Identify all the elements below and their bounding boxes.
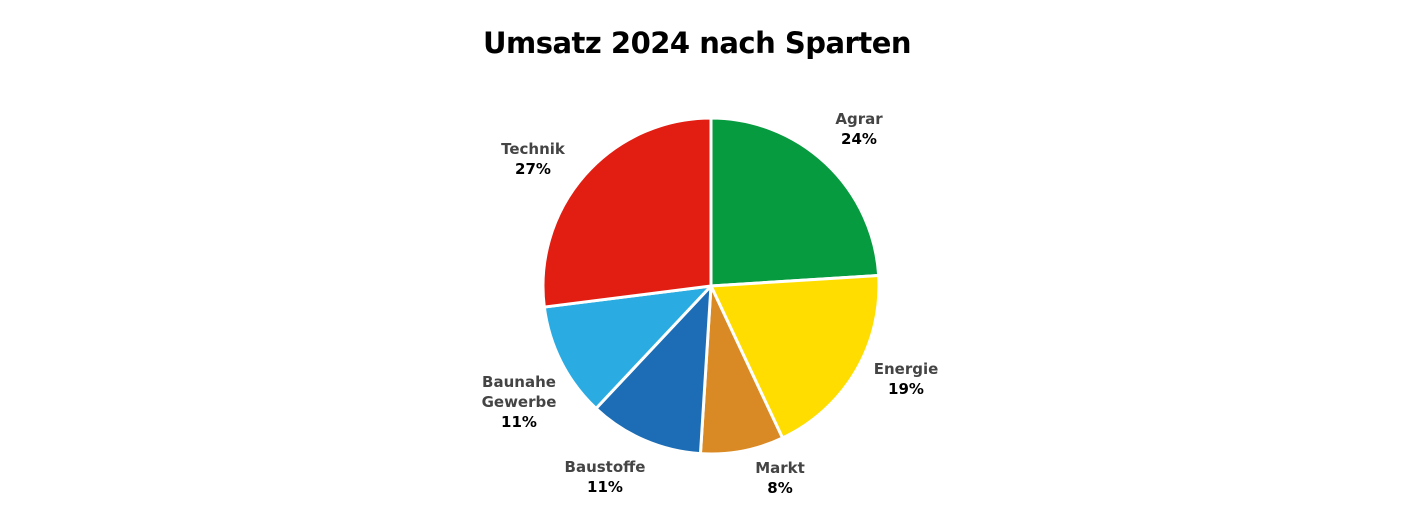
slice-value-baunahe-gewerbe: 11% (501, 413, 537, 431)
slice-label-energie: Energie (874, 360, 939, 378)
slice-label-technik: Technik (501, 140, 566, 158)
pie-slices (541, 116, 881, 456)
pie-slice-baunahe-gewerbe (542, 284, 713, 410)
slice-label-baustoffe: Baustoffe (565, 458, 646, 476)
slice-label-markt: Markt (755, 459, 805, 477)
pie-slice-baustoffe (594, 284, 713, 456)
slice-label-agrar: Agrar (835, 110, 883, 128)
slice-value-technik: 27% (515, 160, 551, 178)
pie-slice-technik (541, 116, 713, 309)
pie-labels: Agrar 24% Energie 19% Markt 8% Baustoffe 11% Bau… (482, 110, 939, 497)
slice-value-markt: 8% (767, 479, 792, 497)
slice-value-energie: 19% (888, 380, 924, 398)
slice-label-baunahe-gewerbe-line-1: Baunahe (482, 373, 556, 391)
pie-slice-energie (709, 273, 881, 440)
pie-slice-agrar (709, 116, 881, 288)
slice-label-baunahe-gewerbe-line-2: Gewerbe (482, 393, 557, 411)
slice-value-agrar: 24% (841, 130, 877, 148)
slice-value-baustoffe: 11% (587, 478, 623, 496)
chart-title: Umsatz 2024 nach Sparten (482, 26, 912, 60)
